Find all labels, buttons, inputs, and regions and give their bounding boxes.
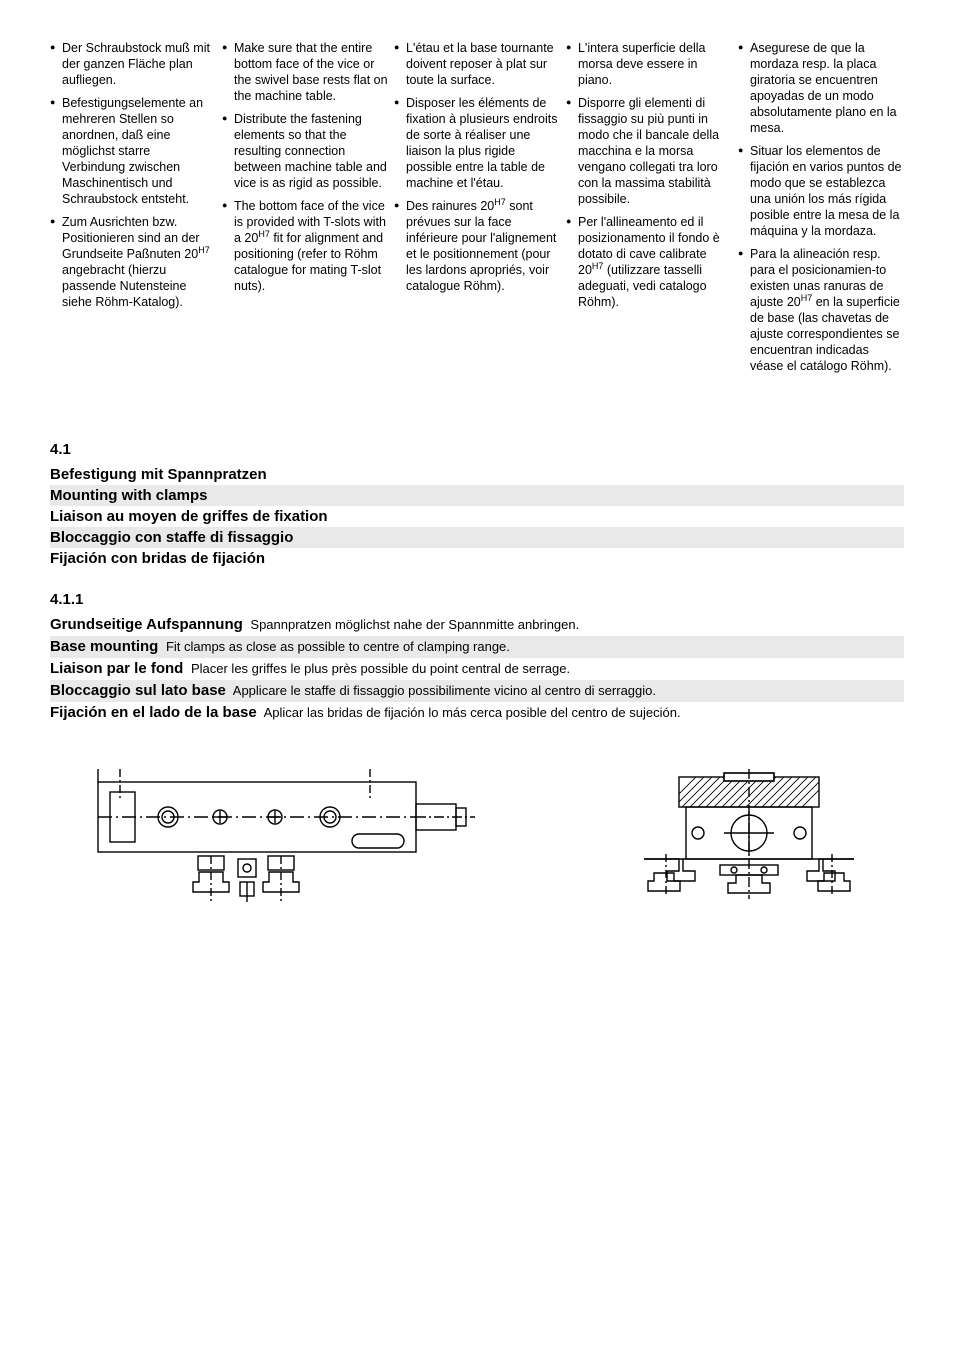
bullet-item: Para la alineación resp. para el posicio… [738,246,904,374]
section-heading: Mounting with clamps [50,485,904,506]
instruction-text: Spannpratzen möglichst nahe der Spannmit… [247,617,579,632]
section-4-1-1: 4.1.1 Grundseitige Aufspannung Spannprat… [50,591,904,724]
bullet-item: Disporre gli elementi di fissaggio su pi… [566,95,732,207]
section-heading: Bloccaggio con staffe di fissaggio [50,527,904,548]
instruction-text: Aplicar las bridas de fijación lo más ce… [261,705,681,720]
multilang-bullet-columns: Der Schraubstock muß mit der ganzen Fläc… [50,40,904,381]
section-4-1-1-items: Grundseitige Aufspannung Spannpratzen mö… [50,614,904,724]
instruction-lead: Bloccaggio sul lato base [50,682,226,699]
bullet-item: Situar los elementos de fijación en vari… [738,143,904,239]
column-de: Der Schraubstock muß mit der ganzen Fläc… [50,40,216,381]
bullet-list-es: Asegurese de que la mordaza resp. la pla… [738,40,904,374]
column-es: Asegurese de que la mordaza resp. la pla… [738,40,904,381]
instruction-line: Bloccaggio sul lato base Applicare le st… [50,680,904,702]
bullet-item: Der Schraubstock muß mit der ganzen Fläc… [50,40,216,88]
instruction-line: Base mounting Fit clamps as close as pos… [50,636,904,658]
section-number-4-1-1: 4.1.1 [50,591,904,608]
bullet-list-en: Make sure that the entire bottom face of… [222,40,388,294]
instruction-text: Placer les griffes le plus près possible… [187,661,570,676]
column-it: L'intera superficie della morsa deve ess… [566,40,732,381]
section-4-1-headings: Befestigung mit SpannpratzenMounting wit… [50,464,904,569]
section-heading: Liaison au moyen de griffes de fixation [50,506,904,527]
bullet-item: Per l'allineamento ed il posizionamento … [566,214,732,310]
figures-row [50,764,904,924]
bullet-list-it: L'intera superficie della morsa deve ess… [566,40,732,310]
bullet-list-de: Der Schraubstock muß mit der ganzen Fläc… [50,40,216,310]
column-fr: L'étau et la base tournante doivent repo… [394,40,560,381]
bullet-item: Make sure that the entire bottom face of… [222,40,388,104]
instruction-lead: Grundseitige Aufspannung [50,616,243,633]
section-number-4-1: 4.1 [50,441,904,458]
bullet-list-fr: L'étau et la base tournante doivent repo… [394,40,560,294]
instruction-text: Fit clamps as close as possible to centr… [162,639,510,654]
bullet-item: L'étau et la base tournante doivent repo… [394,40,560,88]
instruction-lead: Fijación en el lado de la base [50,704,257,721]
bullet-item: L'intera superficie della morsa deve ess… [566,40,732,88]
section-4-1: 4.1 Befestigung mit SpannpratzenMounting… [50,441,904,569]
figure-end-view [624,769,874,919]
instruction-line: Liaison par le fond Placer les griffes l… [50,658,904,680]
bullet-item: Asegurese de que la mordaza resp. la pla… [738,40,904,136]
instruction-lead: Liaison par le fond [50,660,183,677]
column-en: Make sure that the entire bottom face of… [222,40,388,381]
instruction-lead: Base mounting [50,638,158,655]
bullet-item: Disposer les éléments de fixation à plus… [394,95,560,191]
bullet-item: Des rainures 20H7 sont prévues sur la fa… [394,198,560,294]
figure-side-view [80,764,480,924]
instruction-line: Grundseitige Aufspannung Spannpratzen mö… [50,614,904,636]
instruction-text: Applicare le staffe di fissaggio possibi… [230,683,656,698]
bullet-item: Distribute the fastening elements so tha… [222,111,388,191]
bullet-item: Zum Ausrichten bzw. Positionieren sind a… [50,214,216,310]
instruction-line: Fijación en el lado de la base Aplicar l… [50,702,904,724]
bullet-item: Befestigungselemente an mehreren Stellen… [50,95,216,207]
section-heading: Befestigung mit Spannpratzen [50,464,904,485]
section-heading: Fijación con bridas de fijación [50,548,904,569]
bullet-item: The bottom face of the vice is provided … [222,198,388,294]
